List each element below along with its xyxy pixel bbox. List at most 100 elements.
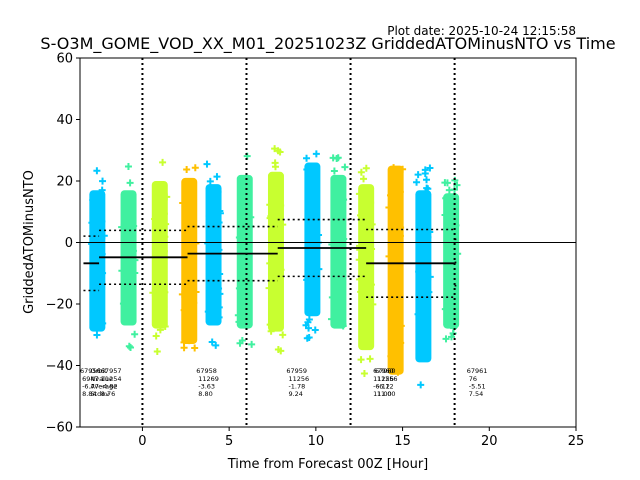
data-point — [333, 270, 341, 278]
data-point — [271, 159, 279, 167]
data-point — [126, 179, 134, 187]
data-point — [366, 272, 374, 280]
data-point — [98, 217, 106, 225]
y-tick-label: 60 — [56, 52, 73, 67]
data-point — [186, 303, 194, 311]
data-point — [270, 186, 278, 194]
data-point — [355, 256, 363, 264]
data-point — [235, 318, 243, 326]
data-point — [88, 240, 96, 248]
data-point — [266, 259, 274, 267]
data-point — [390, 282, 398, 290]
data-point — [425, 288, 433, 296]
orbit-stats-67961: 67961 76 -5.51 7.54 — [467, 367, 488, 398]
data-point — [390, 164, 398, 172]
data-point — [390, 248, 398, 256]
data-point — [154, 279, 162, 287]
data-point — [423, 237, 431, 245]
y-axis-ticks: −60 −40 −20 0 20 40 60 — [46, 52, 80, 436]
data-point — [126, 311, 134, 319]
stat-line: Orbit — [90, 367, 107, 375]
y-axis-label: GriddedATOMinusNTO — [22, 170, 37, 314]
stat-line: 67961 — [467, 367, 488, 375]
data-point — [339, 320, 347, 328]
orbit-stats-67959: 67959 11256 -1.78 9.24 — [286, 367, 309, 398]
swath-8 — [328, 154, 349, 330]
data-point — [206, 177, 214, 185]
data-point — [366, 305, 374, 313]
data-point — [208, 267, 216, 275]
data-point — [234, 311, 242, 319]
data-point — [215, 313, 223, 321]
data-point — [212, 341, 220, 349]
stat-line: 11256 — [373, 375, 394, 383]
data-point — [92, 221, 100, 229]
data-point — [247, 213, 255, 221]
data-point — [277, 201, 285, 209]
data-point — [236, 339, 244, 347]
data-point — [268, 273, 276, 281]
data-point — [333, 155, 341, 163]
data-point — [241, 242, 249, 250]
data-point — [277, 347, 285, 355]
data-point — [304, 174, 312, 182]
data-point — [180, 306, 188, 314]
data-point — [160, 247, 168, 255]
swath-band — [89, 190, 106, 332]
stat-line: -4.82 — [101, 382, 118, 390]
data-point — [441, 211, 449, 219]
data-point — [423, 176, 431, 184]
x-axis-ticks: 0 5 10 15 20 25 — [138, 427, 584, 449]
data-point — [91, 299, 99, 307]
data-point — [184, 234, 192, 242]
data-point — [276, 188, 284, 196]
data-point — [91, 196, 99, 204]
data-point — [422, 345, 430, 353]
data-point — [419, 281, 427, 289]
data-point — [386, 191, 394, 199]
data-point — [305, 334, 313, 342]
data-point — [190, 299, 198, 307]
data-point — [241, 230, 249, 238]
x-tick-label: 5 — [225, 434, 233, 449]
chart-title: S-O3M_GOME_VOD_XX_M01_20251023Z GriddedA… — [40, 34, 615, 54]
data-point — [361, 274, 369, 282]
data-point — [357, 356, 365, 364]
data-point — [152, 332, 160, 340]
data-point — [271, 145, 279, 153]
data-point — [211, 232, 219, 240]
data-point — [311, 326, 319, 334]
data-point — [421, 166, 429, 174]
data-point — [366, 355, 374, 363]
data-point — [389, 313, 397, 321]
data-point — [131, 330, 139, 338]
data-point — [367, 199, 375, 207]
data-point — [160, 260, 168, 268]
data-point — [328, 315, 336, 323]
data-point — [442, 335, 450, 343]
swath-10 — [385, 164, 407, 376]
x-tick-label: 15 — [394, 434, 411, 449]
data-point — [119, 300, 127, 308]
data-point — [125, 342, 133, 350]
data-point — [266, 321, 274, 329]
data-point — [417, 381, 425, 389]
data-point — [312, 290, 320, 298]
data-point — [340, 235, 348, 243]
data-point — [312, 150, 320, 158]
data-point — [397, 339, 405, 347]
stat-line: 11269 — [196, 375, 219, 383]
swath-2 — [149, 158, 171, 355]
stat-line: 11256 — [375, 375, 398, 383]
data-point — [303, 276, 311, 284]
data-point — [153, 347, 161, 355]
data-point — [92, 272, 100, 280]
data-point — [330, 167, 338, 175]
data-point — [98, 186, 106, 194]
data-point — [272, 174, 280, 182]
data-point — [191, 164, 199, 172]
data-point — [180, 338, 188, 346]
data-point — [307, 199, 315, 207]
data-point — [367, 281, 375, 289]
stat-line: 11254 — [101, 375, 122, 383]
